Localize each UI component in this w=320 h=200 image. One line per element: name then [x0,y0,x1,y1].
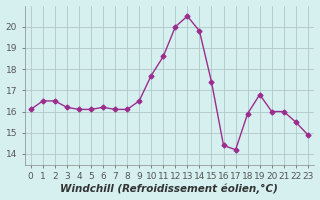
X-axis label: Windchill (Refroidissement éolien,°C): Windchill (Refroidissement éolien,°C) [60,184,278,194]
